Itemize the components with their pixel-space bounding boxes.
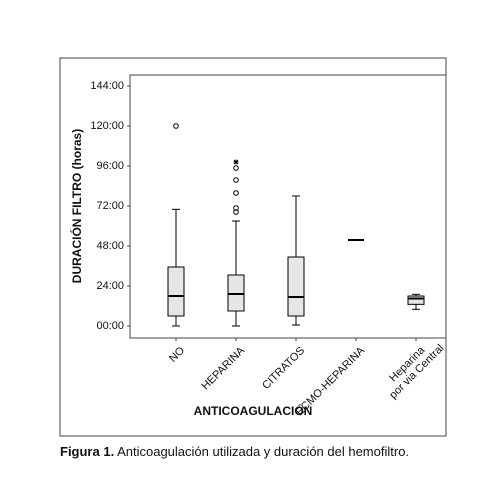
y-tick-label: 144:00	[90, 80, 124, 92]
y-tick-label: 00:00	[96, 320, 124, 332]
outlier	[233, 177, 239, 183]
caption: Figura 1. Anticoagulación utilizada y du…	[60, 444, 409, 459]
y-tick-label: 96:00	[96, 160, 124, 172]
y-tick-label: 120:00	[90, 120, 124, 132]
x-tick-label: NO	[167, 344, 187, 364]
caption-label: Figura 1.	[60, 444, 114, 459]
box	[407, 295, 425, 305]
y-tick-label: 72:00	[96, 200, 124, 212]
y-axis-label: DURACIÓN FILTRO (horas)	[69, 129, 84, 283]
outlier	[173, 123, 179, 129]
y-tick-label: 48:00	[96, 240, 124, 252]
box	[287, 256, 305, 317]
x-tick-label: CITRATOS	[260, 345, 307, 392]
caption-text: Anticoagulación utilizada y duración del…	[117, 444, 409, 459]
y-tick-label: 24:00	[96, 280, 124, 292]
extreme	[233, 159, 239, 165]
outlier	[233, 165, 239, 171]
x-axis-label: ANTICOAGULACIÓN	[194, 403, 313, 418]
x-tick-label: HEPARINA	[200, 344, 248, 392]
x-tick-label: Heparina por via Central	[377, 334, 447, 404]
outlier	[233, 190, 239, 196]
outlier	[233, 205, 239, 211]
outlier	[233, 209, 239, 215]
box	[167, 266, 185, 317]
